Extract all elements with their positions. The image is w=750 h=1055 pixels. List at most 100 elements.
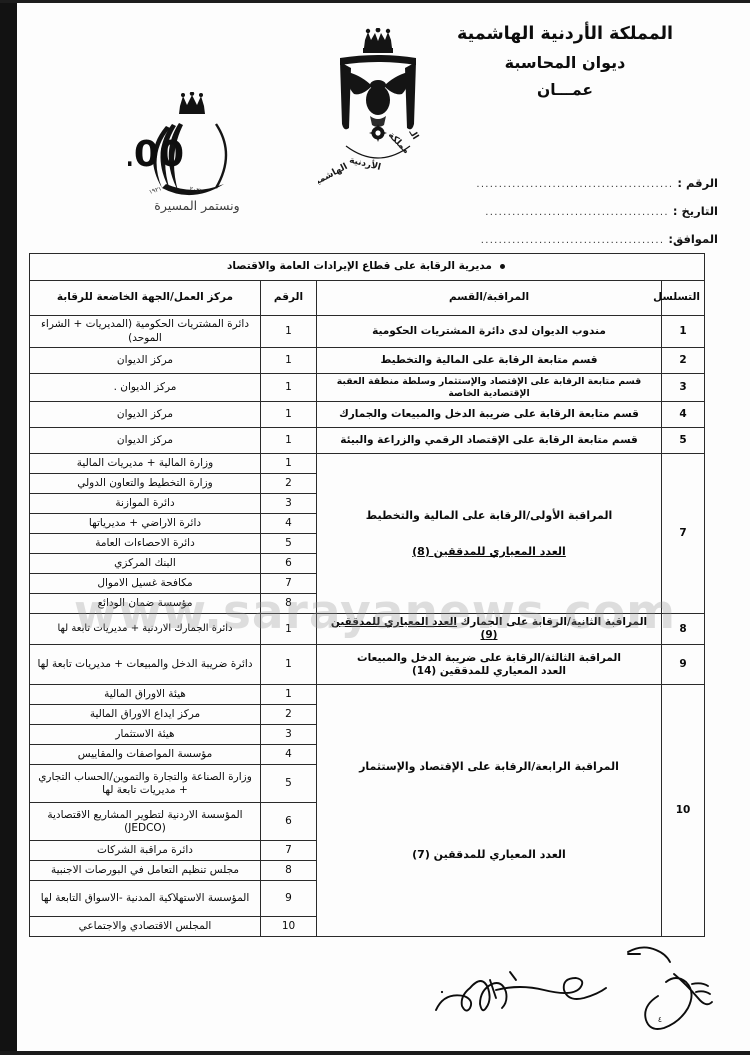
row-place: مكافحة غسيل الاموال (28, 573, 262, 595)
row-place: دائرة الموازنة (28, 493, 262, 515)
date-field-label: التاريخ : (672, 204, 718, 218)
row-num: 1 (260, 453, 317, 475)
row-dept: قسم متابعة الرقابة على المالية والتخطيط (316, 347, 662, 374)
row-place: دائرة المشتريات الحكومية (المديريات + ال… (28, 315, 262, 348)
row-num: 4 (260, 513, 317, 535)
row-place: دائرة الجمارك الاردنية + مديريات تابعة ل… (28, 613, 262, 646)
main-table-wrapper: مديرية الرقابة على قطاع الإيرادات العامة… (28, 253, 706, 938)
svg-text:100: 100 (128, 134, 184, 175)
row-place: مؤسسة المواصفات والمقاييس (28, 744, 262, 766)
row-num: 8 (260, 593, 317, 615)
svg-text:١٩٢١: ١٩٢١ (148, 185, 162, 196)
row-place: دائرة الاحصاءات العامة (28, 533, 262, 555)
row-place: مركز الديوان (28, 347, 262, 374)
table-row: 9 المراقبة الثالثة/الرقابة على ضريبة الد… (28, 644, 705, 686)
row-num: 1 (260, 315, 317, 348)
table-row: 8 المراقبة الثانية/الرقابة على الجمارك ا… (28, 613, 705, 646)
row9-standard: العدد المعياري للمدققين (14) (411, 664, 567, 677)
row-place: مركز الديوان (28, 427, 262, 455)
header-dept: المراقبة/القسم (316, 280, 662, 316)
row-num: 1 (260, 401, 317, 429)
corresponding-field-value[interactable]: ........................................… (480, 236, 665, 246)
header-num: الرقم (260, 280, 317, 316)
row-place: وزارة التخطيط والتعاون الدولي (28, 473, 262, 495)
table-row: 7 مكافحة غسيل الاموال (28, 573, 704, 595)
table-row: 5 وزارة الصناعة والتجارة والتموين/الحساب… (28, 764, 704, 804)
group7-seq: 7 (661, 453, 705, 615)
row-seq: 5 (661, 427, 705, 455)
date-field-value[interactable]: ........................................… (485, 208, 669, 218)
svg-text:الهاشمية: الهاشمية (318, 162, 349, 188)
row-num: 1 (260, 613, 317, 646)
table-row: 6 المؤسسة الاردنية لتطوير المشاريع الاقت… (28, 802, 704, 842)
row-place: وزارة الصناعة والتجارة والتموين/الحساب ا… (28, 764, 262, 804)
jordan-coat-of-arms-icon: الـ مملكة الأردنية الهاشمية (318, 28, 438, 188)
row-place: دائرة ضريبة الدخل والمبيعات + مديريات تا… (28, 644, 262, 686)
table-title-row: مديرية الرقابة على قطاع الإيرادات العامة… (28, 253, 706, 281)
row-place: وزارة المالية + مديريات المالية (28, 453, 262, 475)
group10-dept-title: المراقبة الرابعة/الرقابة على الإقتصاد وا… (359, 760, 619, 774)
row-num: 5 (260, 764, 317, 804)
row-place: مؤسسة ضمان الودائع (28, 593, 262, 615)
table-row: 7 دائرة مراقبة الشركات (28, 840, 704, 862)
row-num: 7 (260, 840, 317, 862)
table-row: 1 مندوب الديوان لدى دائرة المشتريات الحك… (28, 315, 705, 348)
row-num: 9 (260, 880, 317, 918)
row-num: 2 (260, 704, 317, 726)
institution-title: ديوان المحاسبة (504, 53, 626, 72)
row-num: 1 (260, 427, 317, 455)
group7-dept-title: المراقبة الأولى/الرقابة على المالية والت… (365, 508, 613, 522)
row-num: 5 (260, 533, 317, 555)
number-field-value[interactable]: ........................................… (476, 180, 674, 190)
city-title: عمـــان (537, 81, 593, 99)
row-num: 8 (260, 860, 317, 882)
row-place: مركز الديوان . (28, 372, 262, 403)
table-title-cell: مديرية الرقابة على قطاع الإيرادات العامة… (28, 253, 706, 281)
row8-dept-part1: المراقبة الثانية/الرقابة على الجمارك (460, 616, 648, 629)
row-place: مجلس تنظيم التعامل في البورصات الاجنبية (28, 860, 262, 882)
document-header: المملكة الأردنية الهاشمية ديوان المحاسبة… (410, 24, 720, 99)
group10-dept: المراقبة الرابعة/الرقابة على الإقتصاد وا… (316, 684, 662, 938)
row-seq: 2 (661, 347, 705, 374)
form-fields: الرقم : ................................… (468, 176, 718, 260)
group7-standard: العدد المعياري للمدققين (8) (412, 544, 566, 558)
row-place: مركز ايداع الاوراق المالية (28, 704, 262, 726)
number-field-label: الرقم : (677, 176, 718, 190)
row8-dept: المراقبة الثانية/الرقابة على الجمارك الع… (316, 613, 662, 646)
svg-text:٢٠٢١: ٢٠٢١ (189, 185, 203, 195)
row-num: 4 (260, 744, 317, 766)
svg-text:الـ: الـ (406, 127, 420, 141)
row-place: هيئة الاستثمار (28, 724, 262, 746)
oversight-table: مديرية الرقابة على قطاع الإيرادات العامة… (28, 253, 706, 938)
table-row: 5 قسم متابعة الرقابة على الإقتصاد الرقمي… (28, 427, 705, 455)
row9-dept-title: المراقبة الثالثة/الرقابة على ضريبة الدخل… (357, 651, 621, 664)
field-row-date: التاريخ : ..............................… (468, 204, 718, 218)
table-row: 9 المؤسسة الاستهلاكية المدنية -الاسواق ا… (28, 880, 704, 918)
scan-edge-bottom (0, 1051, 750, 1055)
row-place: المؤسسة الاردنية لتطوير المشاريع الاقتصا… (28, 802, 262, 842)
row9-dept: المراقبة الثالثة/الرقابة على ضريبة الدخل… (316, 644, 662, 686)
row8-seq: 8 (661, 613, 705, 646)
table-row: 3 قسم متابعة الرقابة على الإقتصاد والإست… (28, 372, 705, 403)
field-row-corresponding: الموافق: ...............................… (468, 232, 718, 246)
group7-dept: المراقبة الأولى/الرقابة على المالية والت… (316, 453, 662, 615)
row-num: 3 (260, 724, 317, 746)
corresponding-field-label: الموافق: (668, 232, 718, 246)
row8-dept-part2: العدد المعياري للمدققين (9) (330, 616, 498, 642)
bullet-icon (499, 263, 505, 269)
table-row: 3 دائرة الموازنة (28, 493, 704, 515)
row-num: 1 (260, 347, 317, 374)
kingdom-title: المملكة الأردنية الهاشمية (456, 24, 674, 44)
table-row: 7 المراقبة الأولى/الرقابة على المالية وا… (28, 453, 705, 615)
header-place: مركز العمل/الجهة الخاضعة للرقابة (28, 280, 262, 316)
row-dept: مندوب الديوان لدى دائرة المشتريات الحكوم… (316, 315, 662, 348)
table-row: 5 دائرة الاحصاءات العامة (28, 533, 704, 555)
table-row: 2 قسم متابعة الرقابة على المالية والتخطي… (28, 347, 705, 374)
row-dept: قسم متابعة الرقابة على ضريبة الدخل والمب… (316, 401, 662, 429)
group10-standard: العدد المعياري للمدققين (7) (412, 847, 566, 861)
row-num: 7 (260, 573, 317, 595)
row9-seq: 9 (661, 644, 705, 686)
row-num: 1 (260, 644, 317, 686)
table-row: 10 المجلس الاقتصادي والاجتماعي (28, 916, 704, 938)
